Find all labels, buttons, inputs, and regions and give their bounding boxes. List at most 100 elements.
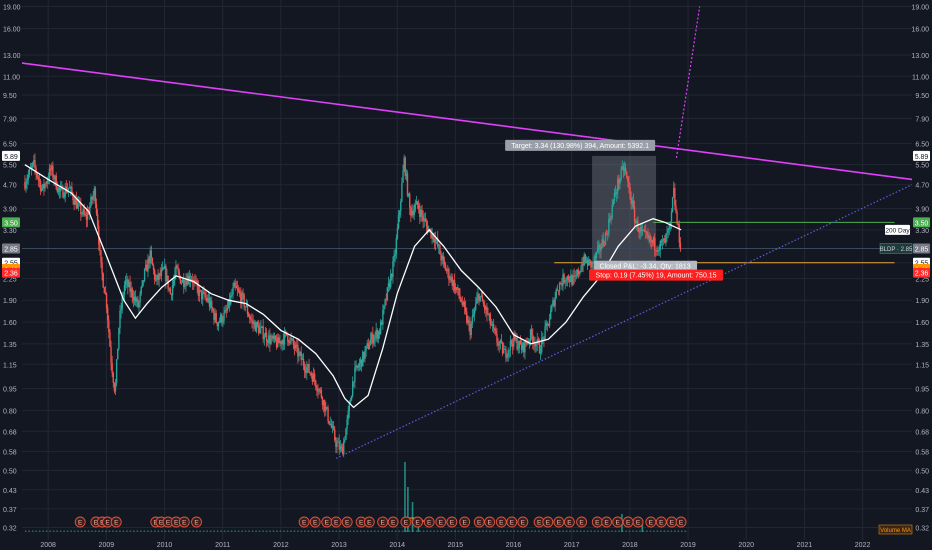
- candle-body: [331, 426, 334, 428]
- candle-body: [131, 288, 133, 298]
- volume-bar: [269, 530, 271, 532]
- volume-bar: [527, 530, 530, 532]
- price-tick-label-left: 7.90: [3, 116, 17, 123]
- candle-body: [579, 271, 581, 275]
- candle-body: [374, 334, 376, 340]
- candle-body: [42, 184, 44, 189]
- candle-body: [532, 335, 534, 344]
- candle-body: [26, 179, 28, 184]
- price-tick-label-right: 0.58: [915, 450, 929, 457]
- price-tick-label-right: 0.32: [915, 525, 929, 532]
- candle-body: [466, 311, 468, 323]
- candle-body: [158, 273, 160, 280]
- volume-bar: [98, 530, 100, 532]
- earnings-marker: [495, 516, 507, 528]
- volume-bar: [311, 530, 313, 532]
- candle-body: [464, 307, 467, 312]
- candle-body: [372, 333, 374, 344]
- left-price-axis[interactable]: 19.00 16.00 13.00 11.00 9.50 7.90 6.50 5.50 4.70…: [2, 5, 21, 533]
- time-tick-label: 2013: [331, 542, 347, 549]
- candle-body: [662, 238, 665, 241]
- price-tick-label-right: 0.68: [915, 429, 929, 436]
- volume-bar: [562, 530, 564, 532]
- candle-body: [108, 320, 110, 333]
- candle-body: [261, 326, 263, 328]
- candle-body: [180, 282, 183, 284]
- candle-body: [206, 298, 208, 302]
- candle-body: [430, 228, 432, 238]
- candle-body: [155, 279, 157, 281]
- candle-body: [118, 327, 120, 349]
- candle-body: [258, 325, 260, 334]
- price-tick-label-right: 0.43: [915, 488, 929, 495]
- candle-body: [90, 197, 92, 207]
- candle-body: [246, 305, 249, 314]
- volume-bar: [407, 487, 409, 532]
- candle-body: [394, 253, 396, 257]
- price-tag: 2.36: [915, 271, 929, 278]
- earnings-marker: [110, 516, 122, 528]
- volume-bar: [614, 530, 617, 532]
- candle-body: [411, 211, 413, 216]
- candle-body: [335, 440, 337, 447]
- time-axis[interactable]: 2008 2009 2010 2011 2012 2013 2014 2015 2016 2017…: [0, 540, 932, 550]
- volume-bar: [510, 530, 512, 532]
- candle-body: [515, 338, 517, 340]
- volume-bar: [520, 530, 523, 532]
- candle-body: [58, 187, 61, 192]
- candle-body: [618, 178, 620, 184]
- earnings-marker: [484, 516, 496, 528]
- volume-bar: [604, 530, 606, 532]
- right-price-axis[interactable]: 19.00 16.00 13.00 11.00 9.50 7.90 6.50 5.50 4.70…: [911, 5, 930, 533]
- ticker-label-bg: [879, 243, 913, 254]
- candle-body: [402, 170, 404, 183]
- candle-body: [67, 187, 70, 190]
- volume-bar: [297, 530, 299, 532]
- candle-body: [413, 209, 415, 216]
- volume-bar: [653, 530, 655, 532]
- volume-bar: [84, 530, 86, 532]
- candle-body: [302, 358, 305, 366]
- candle-body: [544, 326, 546, 340]
- candle-body: [582, 263, 584, 266]
- candle-body: [485, 306, 487, 310]
- volume-bar: [192, 530, 195, 532]
- candle-body: [496, 334, 498, 343]
- candle-body: [564, 280, 566, 283]
- candle-body: [240, 293, 242, 304]
- candle-body: [266, 341, 269, 343]
- closed-label-bg: [594, 260, 698, 272]
- candle-body: [213, 311, 215, 320]
- time-tick-label: 2016: [506, 542, 522, 549]
- candle-body: [555, 289, 557, 297]
- candle-body: [566, 276, 569, 280]
- earnings-marker-label: E: [94, 520, 99, 527]
- candle-body: [577, 270, 580, 275]
- candle-body: [492, 324, 495, 329]
- candle-body: [211, 300, 213, 308]
- candle-body: [535, 343, 537, 347]
- candle-body: [153, 270, 156, 280]
- candle-body: [423, 218, 425, 221]
- volume-bar: [276, 530, 278, 532]
- candle-body: [573, 275, 575, 277]
- candle-body: [388, 282, 391, 288]
- volume-bar: [283, 530, 285, 532]
- candle-body: [186, 280, 188, 285]
- earnings-marker: [553, 516, 565, 528]
- candle-body: [298, 352, 300, 357]
- volume-bar: [646, 530, 648, 532]
- volume-bar: [279, 530, 282, 532]
- candle-body: [290, 338, 292, 340]
- candle-body: [622, 166, 625, 172]
- price-tick-label-left: 0.58: [3, 450, 17, 457]
- volume-bar: [223, 530, 226, 532]
- candle-body: [357, 367, 359, 368]
- candle-body: [537, 339, 540, 342]
- time-tick-label: 2014: [389, 542, 405, 549]
- candle-body: [505, 349, 507, 358]
- price-tick-label-left: 0.68: [3, 429, 17, 436]
- candle-body: [647, 234, 649, 238]
